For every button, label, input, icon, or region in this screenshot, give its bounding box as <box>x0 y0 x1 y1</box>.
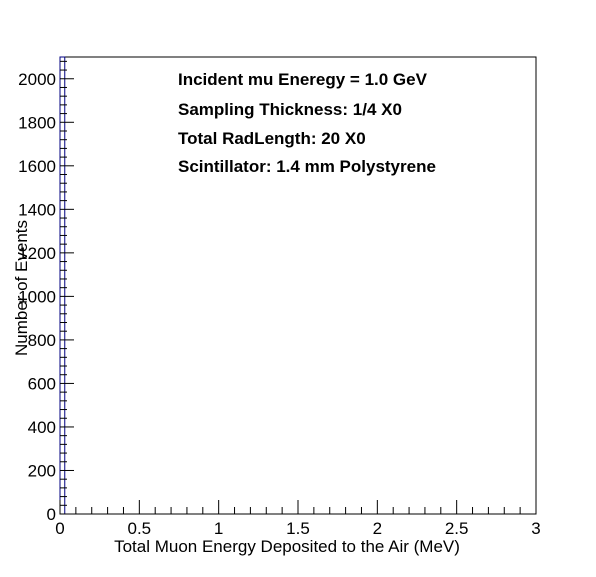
y-tick-label: 1400 <box>18 200 56 219</box>
annotation-sampling-thickness: Sampling Thickness: 1/4 X0 <box>178 100 402 119</box>
y-tick-label: 1600 <box>18 157 56 176</box>
x-tick-label: 1 <box>214 519 223 538</box>
x-axis-tick-labels: 0 0.5 1 1.5 2 2.5 3 <box>55 519 540 538</box>
y-tick-label: 1000 <box>18 287 56 306</box>
y-tick-label: 400 <box>28 418 56 437</box>
plot-frame <box>59 56 537 515</box>
y-tick-label: 0 <box>47 505 56 524</box>
x-tick-label: 2.5 <box>445 519 469 538</box>
y-tick-label: 1800 <box>18 113 56 132</box>
annotation-incident-energy: Incident mu Eneregy = 1.0 GeV <box>178 70 428 89</box>
y-axis-ticks <box>60 60 74 515</box>
x-tick-label: 3 <box>531 519 540 538</box>
x-axis-title: Total Muon Energy Deposited to the Air (… <box>114 537 460 556</box>
y-tick-label: 2000 <box>18 70 56 89</box>
y-axis-title: Number of Events <box>12 220 31 356</box>
x-tick-label: 2 <box>373 519 382 538</box>
y-tick-label: 800 <box>28 331 56 350</box>
x-tick-label: 0.5 <box>128 519 152 538</box>
histogram-bin-0 <box>59 56 66 514</box>
plot-frame-rect <box>59 56 537 515</box>
y-axis-tick-labels: 0 200 400 600 800 1000 1200 1400 1600 1800 2000 <box>18 70 56 524</box>
y-tick-label: 1200 <box>18 244 56 263</box>
histogram-bins <box>59 56 66 514</box>
annotation-scintillator: Scintillator: 1.4 mm Polystyrene <box>178 157 436 176</box>
x-tick-label: 0 <box>55 519 64 538</box>
annotation-total-radlength: Total RadLength: 20 X0 <box>178 129 366 148</box>
y-tick-label: 600 <box>28 374 56 393</box>
x-axis-ticks <box>59 500 537 514</box>
y-tick-label: 200 <box>28 461 56 480</box>
x-tick-label: 1.5 <box>286 519 310 538</box>
